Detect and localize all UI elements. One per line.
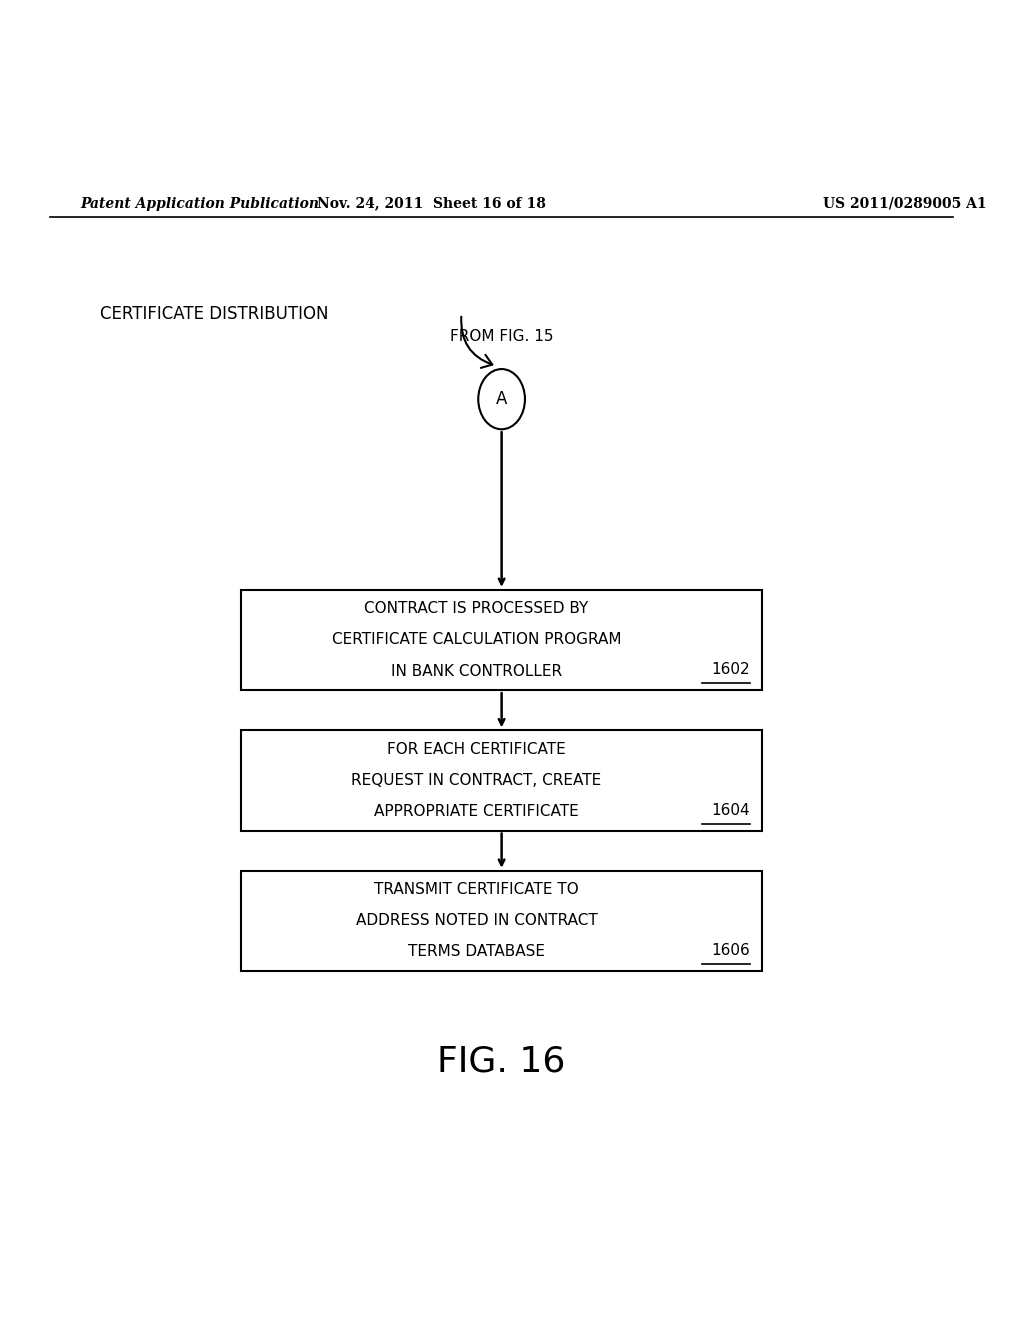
Text: Patent Application Publication: Patent Application Publication: [80, 197, 319, 210]
Text: ADDRESS NOTED IN CONTRACT: ADDRESS NOTED IN CONTRACT: [355, 913, 597, 928]
Text: TRANSMIT CERTIFICATE TO: TRANSMIT CERTIFICATE TO: [374, 882, 579, 898]
Text: US 2011/0289005 A1: US 2011/0289005 A1: [822, 197, 986, 210]
Text: Nov. 24, 2011  Sheet 16 of 18: Nov. 24, 2011 Sheet 16 of 18: [317, 197, 546, 210]
Text: FROM FIG. 15: FROM FIG. 15: [450, 329, 553, 345]
Text: CONTRACT IS PROCESSED BY: CONTRACT IS PROCESSED BY: [365, 602, 589, 616]
Text: FOR EACH CERTIFICATE: FOR EACH CERTIFICATE: [387, 742, 566, 756]
Text: 1602: 1602: [712, 663, 751, 677]
FancyArrowPatch shape: [461, 317, 493, 368]
Text: 1606: 1606: [712, 942, 751, 958]
Text: IN BANK CONTROLLER: IN BANK CONTROLLER: [391, 664, 562, 678]
Text: CERTIFICATE DISTRIBUTION: CERTIFICATE DISTRIBUTION: [100, 305, 329, 323]
Text: CERTIFICATE CALCULATION PROGRAM: CERTIFICATE CALCULATION PROGRAM: [332, 632, 622, 647]
Text: FIG. 16: FIG. 16: [437, 1044, 566, 1078]
Text: REQUEST IN CONTRACT, CREATE: REQUEST IN CONTRACT, CREATE: [351, 774, 602, 788]
Bar: [241, 590, 763, 690]
Text: APPROPRIATE CERTIFICATE: APPROPRIATE CERTIFICATE: [374, 804, 579, 818]
Text: A: A: [496, 391, 507, 408]
Text: 1604: 1604: [712, 803, 751, 817]
Bar: [241, 871, 763, 972]
Bar: [241, 730, 763, 830]
Text: TERMS DATABASE: TERMS DATABASE: [408, 944, 545, 960]
